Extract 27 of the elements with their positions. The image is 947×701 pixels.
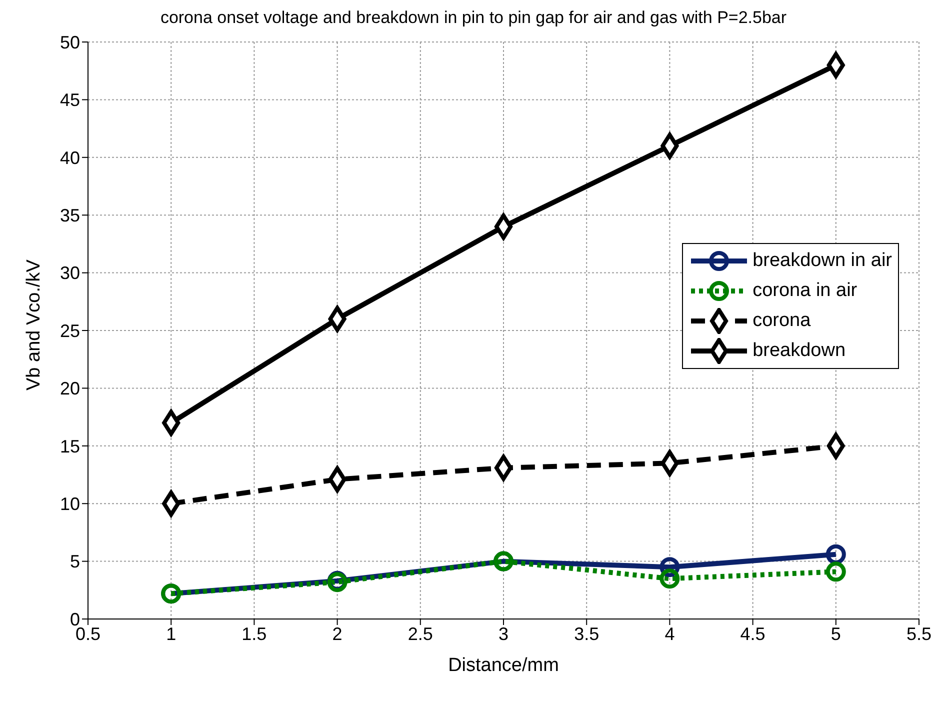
- y-tick-label: 50: [60, 32, 80, 52]
- legend-label: breakdown in air: [752, 250, 892, 272]
- y-tick-label: 10: [60, 494, 80, 514]
- y-tick-label: 20: [60, 378, 80, 399]
- x-tick-label: 5: [830, 624, 841, 644]
- x-tick-label: 1: [166, 624, 176, 644]
- legend-label: corona in air: [752, 280, 858, 302]
- y-tick-label: 35: [60, 205, 80, 226]
- y-tick-label: 15: [60, 436, 80, 456]
- x-tick-label: 4: [664, 624, 675, 644]
- x-tick-label: 2.5: [408, 624, 433, 644]
- chart-title: corona onset voltage and breakdown in pin to pin gap for air and gas with P=2.5bar: [159, 8, 788, 29]
- y-axis-title: Vb and Vco./kV: [24, 259, 45, 390]
- x-tick-label: 1.5: [242, 624, 267, 644]
- y-tick-label: 45: [60, 90, 80, 110]
- x-tick-label: 3.5: [574, 624, 600, 644]
- legend-label: breakdown: [752, 340, 846, 362]
- x-tick-label: 4.5: [740, 624, 766, 644]
- x-tick-label: 3: [498, 624, 509, 644]
- legend-label: corona: [752, 310, 811, 332]
- y-tick-label: 30: [60, 263, 80, 284]
- y-tick-label: 25: [60, 320, 80, 341]
- x-axis-title: Distance/mm: [448, 655, 559, 676]
- x-tick-label: 2: [332, 624, 342, 644]
- y-tick-label: 5: [70, 552, 80, 572]
- y-tick-label: 40: [60, 148, 80, 168]
- x-tick-label: 5.5: [906, 624, 932, 644]
